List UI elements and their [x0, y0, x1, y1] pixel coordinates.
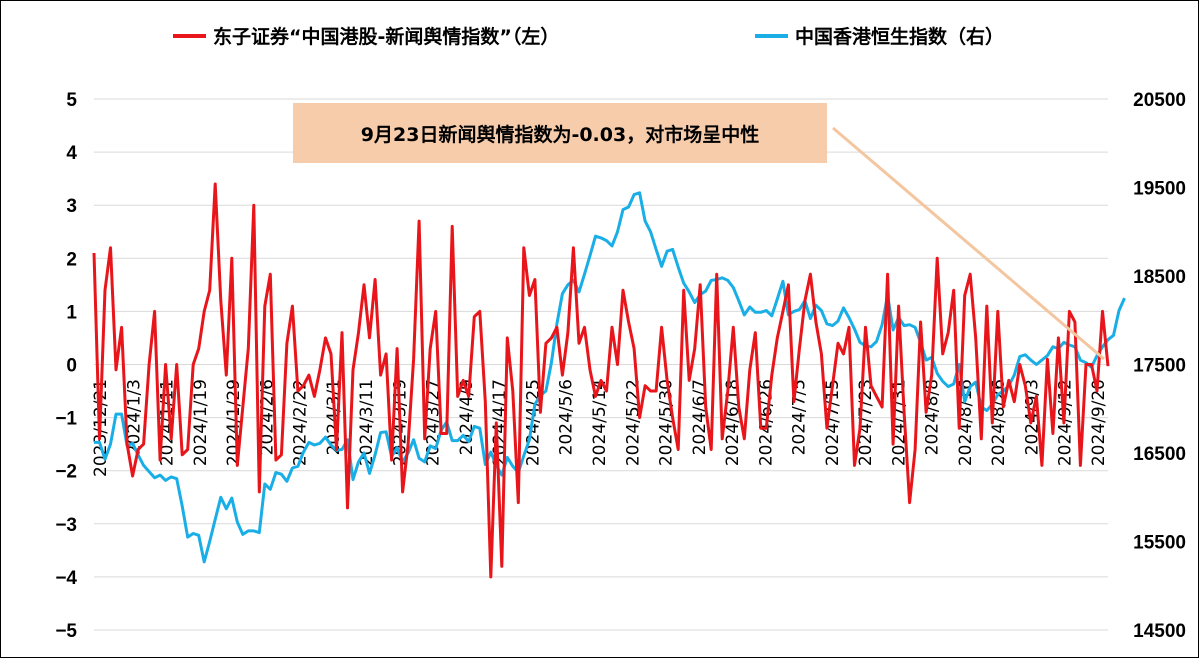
x-tick-label: 2024/1/19: [191, 379, 211, 466]
y-right-tick-label: 19500: [1133, 179, 1186, 200]
x-tick-label: 2024/5/22: [623, 379, 643, 466]
y-axis-left: 5 4 3 2 1 0 −1 −2 −3 −4 −5: [55, 90, 77, 642]
x-tick-label: 2024/5/14: [590, 379, 610, 466]
series-line-sentiment-index: [92, 182, 1110, 579]
callout-arrow: [832, 126, 1105, 361]
y-right-tick-label: 16500: [1133, 444, 1186, 465]
y-left-tick-label: 4: [66, 143, 77, 164]
y-right-tick-label: 18500: [1133, 267, 1186, 288]
y-right-tick-label: 15500: [1133, 533, 1186, 554]
x-tick-label: 2024/7/15: [823, 379, 843, 466]
y-right-tick-label: 14500: [1133, 621, 1186, 642]
y-left-tick-label: −2: [55, 462, 77, 483]
x-tick-label: 2024/5/6: [557, 379, 577, 455]
x-tick-label: 2024/9/12: [1056, 379, 1076, 466]
x-tick-label: 2024/1/3: [124, 379, 144, 455]
x-tick-label: 2024/3/11: [357, 379, 377, 466]
legend-label-left: 东子证券“中国港股-新闻舆情指数”（左）: [213, 25, 559, 48]
y-left-tick-label: −3: [55, 515, 77, 536]
y-left-tick-label: 0: [66, 356, 77, 377]
y-left-tick-label: 5: [66, 90, 77, 111]
x-tick-label: 2024/9/20: [1089, 379, 1109, 466]
y-axis-right: 20500 19500 18500 17500 16500 15500 14500: [1133, 90, 1186, 642]
y-left-tick-label: 1: [66, 302, 77, 323]
legend-label-right: 中国香港恒生指数（右）: [795, 25, 1004, 48]
y-right-tick-label: 20500: [1133, 90, 1186, 111]
gridlines: [94, 98, 1108, 631]
y-right-tick-label: 17500: [1133, 356, 1186, 377]
y-left-tick-label: 3: [66, 196, 77, 217]
series-line-hang-seng: [94, 191, 1126, 564]
y-left-tick-label: −1: [55, 409, 77, 430]
legend: 东子证券“中国港股-新闻舆情指数”（左） 中国香港恒生指数（右）: [173, 25, 1004, 48]
x-tick-label: 2024/2/22: [291, 379, 311, 466]
y-left-tick-label: −5: [55, 621, 77, 642]
annotation-callout: 9月23日新闻舆情指数为-0.03，对市场呈中性: [293, 103, 827, 163]
y-left-tick-label: 2: [66, 249, 77, 270]
series-layer: [92, 182, 1126, 579]
y-left-tick-label: −4: [55, 568, 77, 589]
